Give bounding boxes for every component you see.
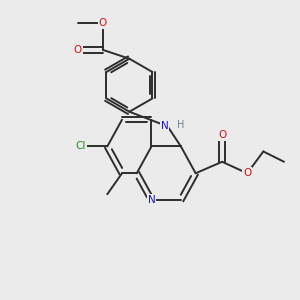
- Text: H: H: [177, 120, 184, 130]
- Text: O: O: [218, 130, 226, 140]
- Text: O: O: [243, 168, 251, 178]
- Text: O: O: [99, 18, 107, 28]
- Text: Cl: Cl: [76, 142, 86, 152]
- Text: N: N: [148, 195, 155, 205]
- Text: N: N: [161, 122, 169, 131]
- Text: O: O: [74, 45, 82, 55]
